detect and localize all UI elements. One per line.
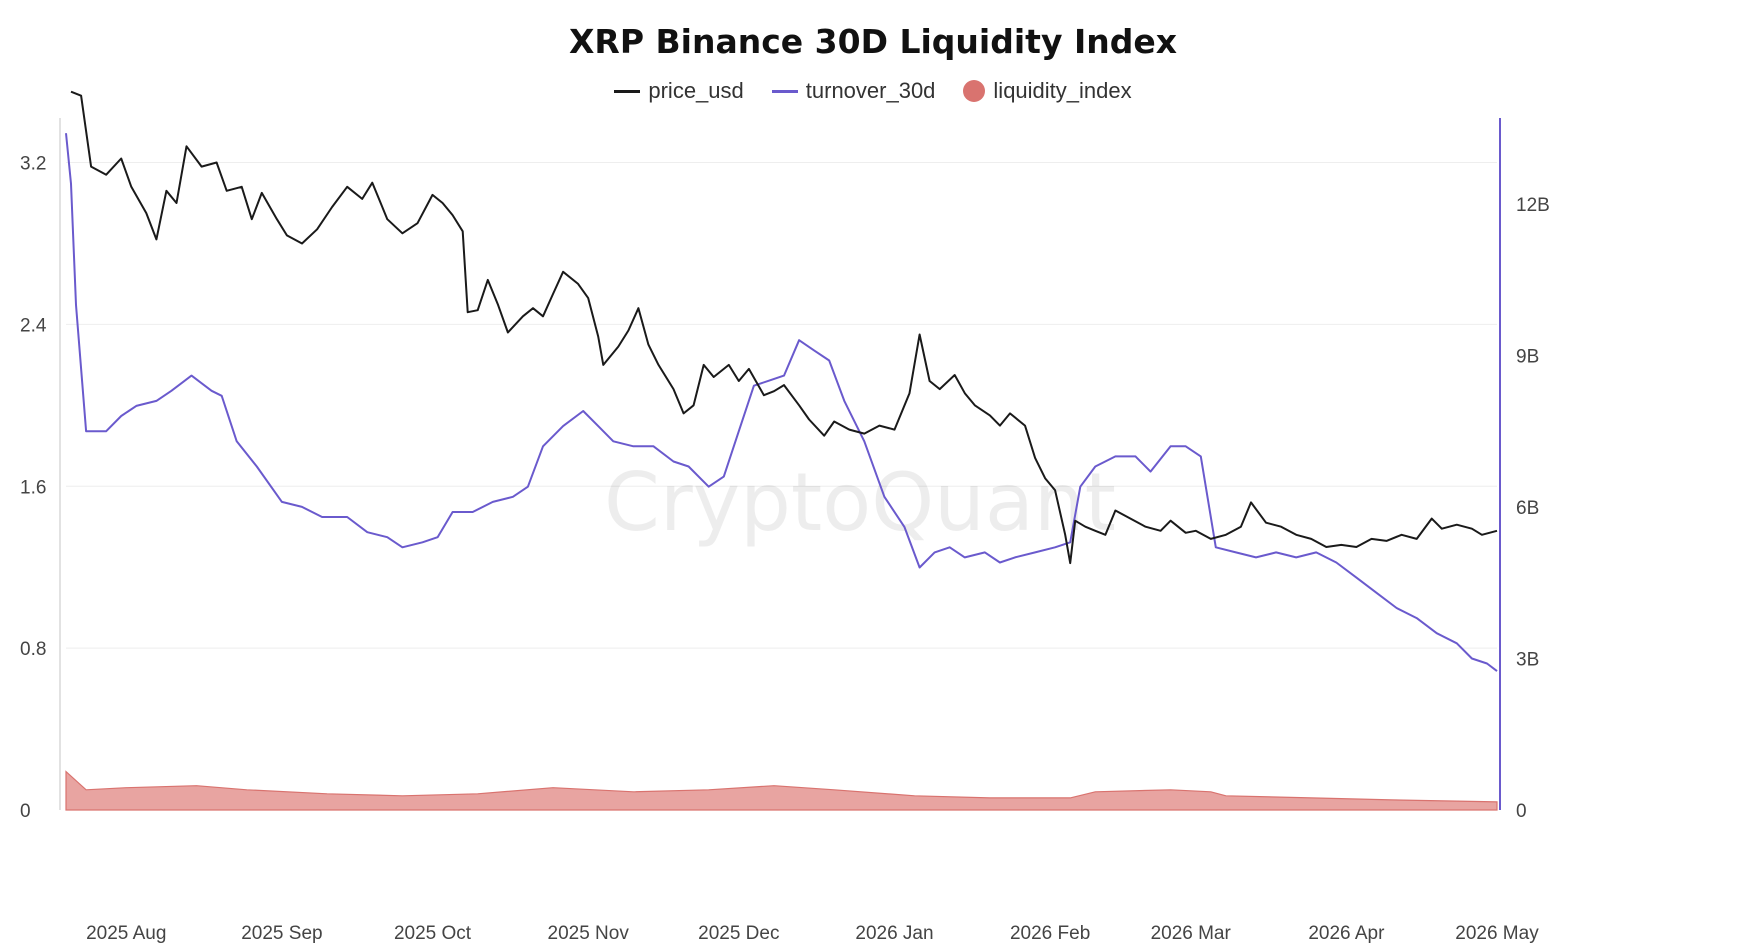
legend-item-liquidity-index[interactable]: liquidity_index	[963, 78, 1132, 104]
series-lines	[65, 90, 1498, 672]
y-right-tick-label: 6B	[1516, 498, 1539, 519]
x-tick-label: 2026 Mar	[1151, 923, 1232, 944]
x-tick-label: 2026 Jan	[855, 923, 933, 944]
y-right-tick-label: 0	[1516, 801, 1527, 822]
legend-swatch-turnover-30d	[771, 89, 798, 93]
y-left-tick-label: 2.4	[20, 315, 47, 336]
x-tick-label: 2025 Nov	[548, 923, 630, 944]
y-left-tick-labels: 0 0.8 1.6 2.4 3.2	[20, 154, 47, 822]
x-tick-label: 2026 Apr	[1308, 923, 1385, 944]
grid-lines	[66, 162, 1497, 649]
x-tick-label: 2025 Dec	[698, 923, 779, 944]
watermark-text: CryptoQuant	[604, 456, 1116, 549]
liquidity-index-area	[65, 770, 1498, 811]
y-right-tick-label: 12B	[1516, 195, 1550, 216]
y-right-tick-label: 9B	[1516, 346, 1539, 367]
x-tick-labels: 2025 Aug 2025 Sep 2025 Oct 2025 Nov 2025 Dec…	[86, 923, 1539, 944]
x-tick-label: 2025 Oct	[394, 923, 472, 944]
price-usd-series-line	[70, 90, 1498, 565]
legend-label-liquidity-index: liquidity_index	[993, 78, 1132, 103]
liquidity-index-series-area	[65, 770, 1498, 811]
chart-title: XRP Binance 30D Liquidity Index	[568, 22, 1178, 61]
legend-swatch-price-usd	[614, 89, 641, 93]
chart-legend: price_usd turnover_30d liquidity_index	[0, 78, 1746, 104]
x-tick-label: 2026 Feb	[1010, 923, 1090, 944]
y-left-tick-label: 0.8	[20, 639, 46, 660]
y-right-tick-label: 3B	[1516, 649, 1539, 670]
y-left-tick-label: 3.2	[20, 154, 46, 175]
y-left-tick-label: 0	[20, 801, 31, 822]
x-tick-label: 2025 Sep	[241, 923, 322, 944]
x-tick-label: 2026 May	[1455, 923, 1539, 944]
x-tick-label: 2025 Aug	[86, 923, 166, 944]
y-right-tick-labels: 0 3B 6B 9B 12B	[1516, 195, 1550, 822]
chart-axes	[59, 118, 1501, 810]
turnover-30d-series-line	[65, 133, 1498, 672]
legend-item-turnover-30d[interactable]: turnover_30d	[771, 78, 936, 104]
legend-swatch-liquidity-index	[963, 80, 986, 102]
legend-label-price-usd: price_usd	[648, 78, 744, 103]
y-left-tick-label: 1.6	[20, 477, 46, 498]
legend-item-price-usd[interactable]: price_usd	[614, 78, 744, 104]
legend-label-turnover-30d: turnover_30d	[805, 78, 936, 103]
